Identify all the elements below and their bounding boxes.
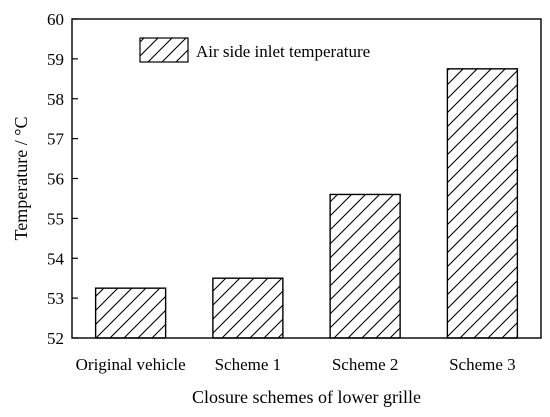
y-tick-label: 59 (47, 50, 64, 69)
plot-frame (71, 18, 542, 339)
y-tick-label: 56 (47, 170, 64, 189)
x-tick-label: Scheme 2 (332, 355, 399, 374)
y-axis: 52 53 54 55 56 57 58 59 60 (47, 10, 78, 348)
y-tick-label: 60 (47, 10, 64, 29)
y-tick-label: 57 (47, 130, 65, 149)
bar (329, 193, 401, 339)
legend: Air side inlet temperature (139, 37, 370, 63)
bar (212, 277, 284, 339)
y-tick-label: 53 (47, 289, 64, 308)
x-tick-label: Scheme 1 (215, 355, 282, 374)
y-tick-label: 55 (47, 209, 64, 228)
y-axis-title: Temperature / °C (11, 117, 31, 241)
x-axis-title: Closure schemes of lower grille (192, 387, 421, 407)
x-tick-label: Scheme 3 (449, 355, 516, 374)
bar (94, 287, 167, 339)
x-axis: Original vehicle Scheme 1 Scheme 2 Scheme 3 (76, 355, 516, 374)
legend-label: Air side inlet temperature (196, 42, 370, 61)
bar (446, 68, 519, 339)
legend-swatch (139, 37, 189, 63)
y-tick-label: 52 (47, 329, 64, 348)
y-tick-label: 58 (47, 90, 64, 109)
bars-layer (94, 68, 519, 339)
x-tick-label: Original vehicle (76, 355, 186, 374)
y-tick-label: 54 (47, 249, 65, 268)
